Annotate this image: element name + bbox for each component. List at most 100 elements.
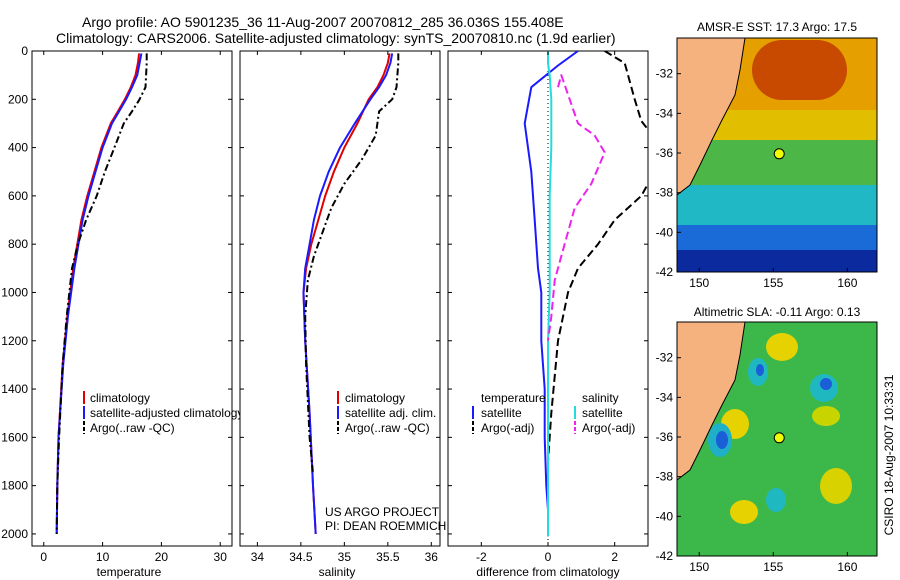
legend-label-climatology: climatology	[90, 391, 150, 405]
salinity-series-argo-raw-qc-	[304, 53, 400, 474]
temperature-xtick-label: 10	[96, 550, 110, 564]
salinity-panel: 34 34.5 35 35.5 36 salinity climatology sate…	[239, 50, 446, 579]
salinity-xtick-label: 35.5	[376, 550, 400, 564]
depth-tick-label: 1200	[1, 334, 28, 348]
depth-tick-label: 1000	[1, 285, 28, 299]
sst-band-blue	[677, 225, 877, 250]
sst-coastline	[677, 38, 746, 196]
temperature-series-argo-raw-qc-	[55, 53, 148, 534]
sst-ytick-label: -42	[656, 265, 674, 279]
depth-tick-label: 600	[8, 189, 28, 203]
legend-label-argo: Argo(..raw -QC)	[90, 421, 175, 435]
sla-eddy-yellow-1	[766, 333, 798, 361]
sla-argo-marker	[773, 432, 785, 444]
difference-series-temperature-argo-adj-	[547, 51, 648, 462]
sla-ytick-label: -36	[656, 430, 674, 444]
sst-map-panel: AMSR-E SST: 17.3 Argo: 17.5 150 155 160 -32…	[656, 20, 878, 290]
difference-xtick-label: 2	[611, 550, 618, 564]
difference-panel: -2 0 2 difference from climatology tempera…	[447, 50, 649, 579]
figure-title-line1: Argo profile: AO 5901235_36 11-Aug-2007 …	[82, 14, 564, 30]
legend-label-temp-satellite: satellite	[481, 406, 522, 420]
sla-xtick-label: 160	[837, 560, 857, 574]
sla-eddy-blue-2	[756, 364, 764, 376]
temperature-panel: 0 10 20 30 0 200 400 600 800 1000 1200 1400 1600 1800…	[1, 44, 243, 579]
sst-map-axes	[676, 37, 878, 273]
project-annotation-line2: PI: DEAN ROEMMICH	[325, 519, 446, 533]
depth-tick-label: 1800	[1, 479, 28, 493]
sst-ytick-label: -36	[656, 146, 674, 160]
salinity-legend: climatology satellite adj. clim. Argo(..…	[337, 391, 436, 435]
sla-map-title: Altimetric SLA: -0.11 Argo: 0.13	[694, 305, 861, 319]
legend-label-sal-satellite: satellite	[582, 406, 623, 420]
sla-ytick-label: -40	[656, 509, 674, 523]
difference-legend-temperature: temperature satellite Argo(-adj)	[472, 391, 546, 435]
sla-xtick-label: 150	[689, 560, 709, 574]
legend-label-climatology: climatology	[345, 391, 405, 405]
temperature-xtick-label: 20	[155, 550, 169, 564]
sst-argo-marker	[773, 148, 785, 160]
sst-xtick-label: 155	[763, 276, 783, 290]
depth-tick-label: 1600	[1, 430, 28, 444]
legend-label-sal-argo: Argo(-adj)	[582, 421, 635, 435]
sla-ytick-label: -32	[656, 351, 674, 365]
salinity-xtick-label: 34	[251, 550, 265, 564]
salinity-xtick-label: 36	[425, 550, 439, 564]
legend-label-satellite-adjusted: satellite-adjusted climatology	[90, 406, 243, 420]
depth-tick-label: 400	[8, 141, 28, 155]
sla-ytick-label: -34	[656, 390, 674, 404]
sst-land	[677, 38, 745, 195]
sla-map-axes	[676, 321, 878, 557]
difference-xlabel: difference from climatology	[476, 565, 619, 579]
difference-legend-salinity: salinity satellite Argo(-adj)	[574, 391, 635, 435]
sla-eddy-yellow-2	[812, 406, 840, 426]
salinity-xlabel: salinity	[319, 565, 356, 579]
legend-label-temp-argo: Argo(-adj)	[481, 421, 534, 435]
sst-ytick-label: -34	[656, 106, 674, 120]
legend-heading-temperature: temperature	[481, 391, 546, 405]
sla-map-panel: Altimetric SLA: -0.11 Argo: 0.13 150 155 1…	[656, 305, 878, 574]
depth-tick-label: 2000	[1, 527, 28, 541]
sla-coastline	[677, 322, 746, 481]
sla-eddy-yellow-5	[820, 468, 852, 504]
depth-tick-label: 1400	[1, 382, 28, 396]
sla-ytick-label: -38	[656, 470, 674, 484]
salinity-xtick-label: 34.5	[289, 550, 313, 564]
legend-label-satellite-adj: satellite adj. clim.	[345, 406, 436, 420]
sst-xtick-label: 150	[689, 276, 709, 290]
sla-xtick-label: 155	[763, 560, 783, 574]
difference-series-salinity-argo-adj-	[547, 74, 606, 341]
sst-ytick-label: -32	[656, 67, 674, 81]
sla-eddy-yellow-4	[730, 500, 758, 524]
temperature-legend: climatology satellite-adjusted climatolo…	[83, 391, 243, 435]
depth-tick-label: 800	[8, 237, 28, 251]
sst-ytick-label: -40	[656, 225, 674, 239]
depth-tick-label: 0	[21, 44, 28, 58]
sla-eddy-blue-1	[716, 431, 728, 449]
difference-xtick-label: -2	[476, 550, 487, 564]
sst-ytick-label: -38	[656, 186, 674, 200]
sst-xtick-label: 160	[837, 276, 857, 290]
salinity-axes	[239, 50, 441, 547]
salinity-xtick-label: 35	[338, 550, 352, 564]
sst-band-cyan	[677, 185, 877, 225]
figure-title-line2: Climatology: CARS2006. Satellite-adjuste…	[56, 30, 616, 46]
project-annotation-line1: US ARGO PROJECT	[325, 505, 440, 519]
sst-band-green	[677, 140, 877, 185]
difference-series-salinity-satellite	[547, 51, 553, 537]
csiro-timestamp-label: CSIRO 18-Aug-2007 10:33:31	[882, 374, 896, 535]
depth-tick-label: 200	[8, 92, 28, 106]
legend-label-argo: Argo(..raw -QC)	[345, 421, 430, 435]
sst-map-title: AMSR-E SST: 17.3 Argo: 17.5	[697, 20, 857, 34]
sla-eddy-blue-3	[820, 378, 832, 390]
sst-warm-core	[752, 40, 847, 100]
sla-eddy-cyan-4	[766, 488, 786, 512]
sst-band-navy	[677, 250, 877, 272]
sla-land	[677, 322, 745, 480]
difference-xtick-label: 0	[545, 550, 552, 564]
temperature-xlabel: temperature	[97, 565, 162, 579]
temperature-xtick-label: 0	[40, 550, 47, 564]
temperature-xtick-label: 30	[214, 550, 228, 564]
temperature-axes	[31, 50, 233, 547]
legend-heading-salinity: salinity	[582, 391, 619, 405]
